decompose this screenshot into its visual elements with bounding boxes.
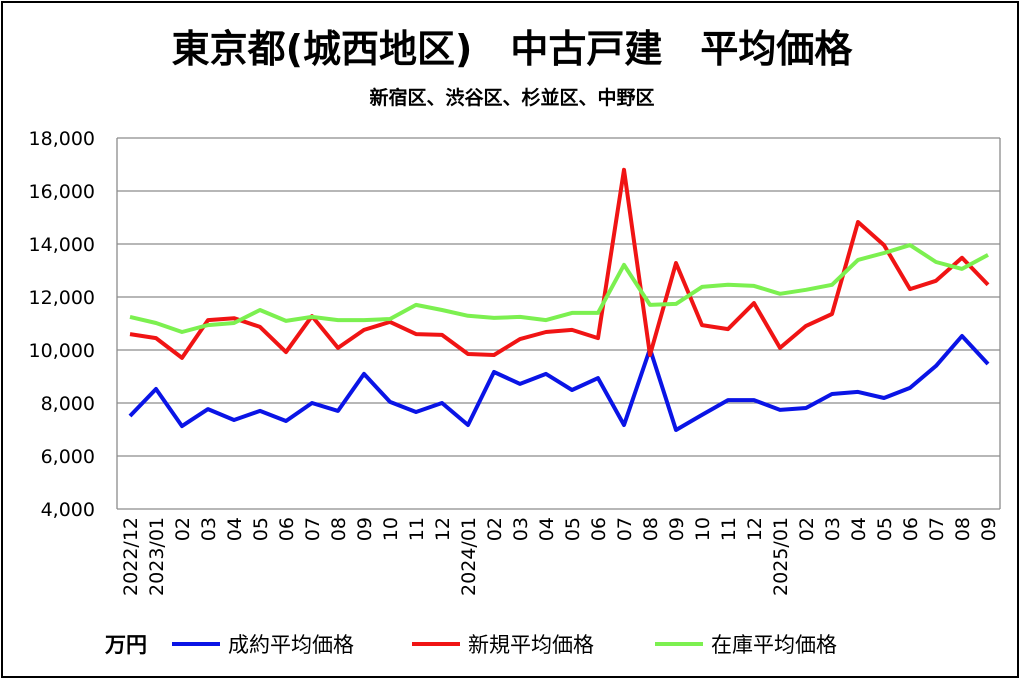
x-tick-label: 04 (536, 517, 558, 541)
y-tick-label: 8,000 (41, 393, 95, 415)
x-tick-label: 10 (692, 517, 714, 541)
x-tick-label: 08 (640, 517, 662, 541)
legend-label: 成約平均価格 (228, 633, 354, 657)
x-tick-label: 09 (666, 517, 688, 541)
x-tick-label: 03 (510, 517, 532, 541)
y-tick-label: 16,000 (29, 181, 95, 203)
x-tick-label: 07 (926, 517, 948, 541)
x-tick-label: 06 (276, 517, 298, 541)
x-tick-label: 05 (562, 517, 584, 541)
series-line (128, 334, 990, 432)
x-tick-label: 08 (952, 517, 974, 541)
x-tick-label: 07 (302, 517, 324, 541)
x-tick-label: 2022/12 (120, 517, 142, 596)
y-tick-label: 14,000 (29, 234, 95, 256)
x-tick-label: 11 (718, 517, 740, 541)
x-tick-label: 05 (250, 517, 272, 541)
unit-label: 万円 (104, 633, 147, 657)
chart-subtitle: 新宿区、渋谷区、杉並区、中野区 (369, 86, 654, 109)
x-tick-label: 12 (744, 517, 766, 541)
x-tick-label: 12 (432, 517, 454, 541)
x-tick-label: 2025/01 (770, 517, 792, 596)
x-tick-label: 06 (900, 517, 922, 541)
y-tick-label: 4,000 (41, 499, 95, 521)
x-tick-label: 2024/01 (458, 517, 480, 596)
series-line (129, 243, 989, 334)
x-tick-label: 09 (978, 517, 1000, 541)
y-tick-label: 10,000 (29, 340, 95, 362)
x-tick-label: 02 (796, 517, 818, 541)
x-tick-label: 03 (198, 517, 220, 541)
x-tick-label: 02 (172, 517, 194, 541)
chart-title: 東京都(城西地区) 中古戸建 平均価格 (172, 27, 854, 71)
y-tick-label: 12,000 (29, 287, 95, 309)
x-tick-label: 04 (848, 517, 870, 541)
x-tick-label: 10 (380, 517, 402, 541)
x-tick-label: 06 (588, 517, 610, 541)
x-tick-label: 04 (224, 517, 246, 541)
x-tick-label: 11 (406, 517, 428, 541)
x-tick-label: 03 (822, 517, 844, 541)
x-tick-label: 09 (354, 517, 376, 541)
x-tick-label: 07 (614, 517, 636, 541)
y-tick-label: 18,000 (29, 128, 95, 150)
x-tick-label: 2023/01 (146, 517, 168, 596)
legend-label: 新規平均価格 (468, 633, 594, 657)
x-tick-label: 05 (874, 517, 896, 541)
x-tick-label: 08 (328, 517, 350, 541)
series-line (129, 167, 990, 360)
y-tick-label: 6,000 (41, 446, 95, 468)
x-tick-label: 02 (484, 517, 506, 541)
legend-label: 在庫平均価格 (711, 633, 837, 657)
